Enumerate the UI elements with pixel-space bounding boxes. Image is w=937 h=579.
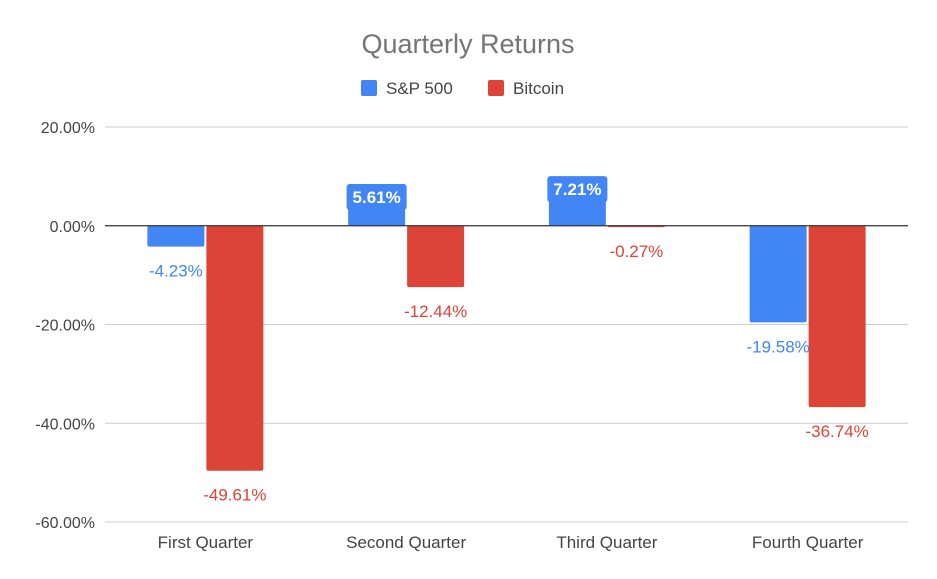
data-labels: -4.23% -49.61% 5.61% -12.44% 7.21% -0.27% -19.… [149,176,869,505]
y-tick-label: -20.00% [35,318,95,335]
data-label-badge [346,184,407,211]
data-label: -49.61% [203,486,266,505]
data-label: -36.74% [805,422,868,441]
bar-bitcoin [407,225,465,288]
data-label: 5.61% [353,188,401,207]
bar-sp500 [749,225,807,323]
data-label: 7.21% [553,180,601,199]
y-tick-label: 0.00% [50,219,95,236]
legend-swatch-bitcoin [488,80,504,96]
x-axis-category-labels: First Quarter Second Quarter Third Quarter… [158,533,864,552]
data-label: -19.58% [746,337,809,356]
legend: S&P 500 Bitcoin [361,79,564,98]
bar-bitcoin [808,225,866,408]
legend-swatch-sp500 [361,80,377,96]
y-tick-label: -60.00% [35,515,95,532]
category-label: First Quarter [158,533,254,552]
y-tick-label: 20.00% [41,120,95,137]
chart-title: Quarterly Returns [361,29,574,59]
category-label: Fourth Quarter [752,533,864,552]
y-tick-label: -40.00% [35,416,95,433]
category-label: Second Quarter [346,533,466,552]
bar-bitcoin [206,225,264,471]
data-label: -12.44% [404,302,467,321]
data-label-badge [547,176,608,203]
category-label: Third Quarter [556,533,657,552]
bars [147,190,866,471]
legend-label-sp500: S&P 500 [386,79,453,98]
bar-sp500 [147,225,205,247]
y-axis-tick-labels: 20.00% 0.00% -20.00% -40.00% -60.00% [35,120,95,532]
legend-label-bitcoin: Bitcoin [513,79,564,98]
data-label: -0.27% [609,242,663,261]
data-label: -4.23% [149,262,203,281]
